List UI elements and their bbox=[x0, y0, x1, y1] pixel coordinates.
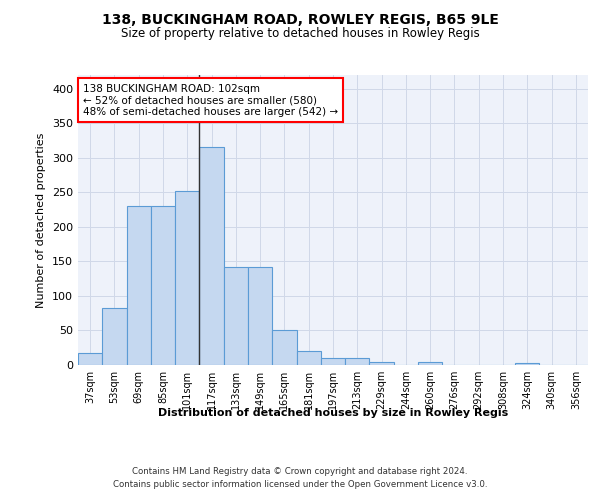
Bar bbox=[345, 358, 370, 365]
Bar bbox=[199, 148, 224, 365]
Bar bbox=[321, 358, 345, 365]
Text: Size of property relative to detached houses in Rowley Regis: Size of property relative to detached ho… bbox=[121, 28, 479, 40]
Bar bbox=[102, 308, 127, 365]
Text: 138, BUCKINGHAM ROAD, ROWLEY REGIS, B65 9LE: 138, BUCKINGHAM ROAD, ROWLEY REGIS, B65 … bbox=[101, 12, 499, 26]
Text: Contains public sector information licensed under the Open Government Licence v3: Contains public sector information licen… bbox=[113, 480, 487, 489]
Y-axis label: Number of detached properties: Number of detached properties bbox=[37, 132, 46, 308]
Bar bbox=[151, 206, 175, 365]
Text: Contains HM Land Registry data © Crown copyright and database right 2024.: Contains HM Land Registry data © Crown c… bbox=[132, 468, 468, 476]
Bar bbox=[224, 267, 248, 365]
Bar bbox=[78, 352, 102, 365]
Bar bbox=[272, 330, 296, 365]
Bar bbox=[127, 206, 151, 365]
Bar bbox=[515, 363, 539, 365]
Text: Distribution of detached houses by size in Rowley Regis: Distribution of detached houses by size … bbox=[158, 408, 508, 418]
Bar bbox=[296, 351, 321, 365]
Text: 138 BUCKINGHAM ROAD: 102sqm
← 52% of detached houses are smaller (580)
48% of se: 138 BUCKINGHAM ROAD: 102sqm ← 52% of det… bbox=[83, 84, 338, 117]
Bar bbox=[248, 267, 272, 365]
Bar bbox=[175, 191, 199, 365]
Bar bbox=[418, 362, 442, 365]
Bar bbox=[370, 362, 394, 365]
